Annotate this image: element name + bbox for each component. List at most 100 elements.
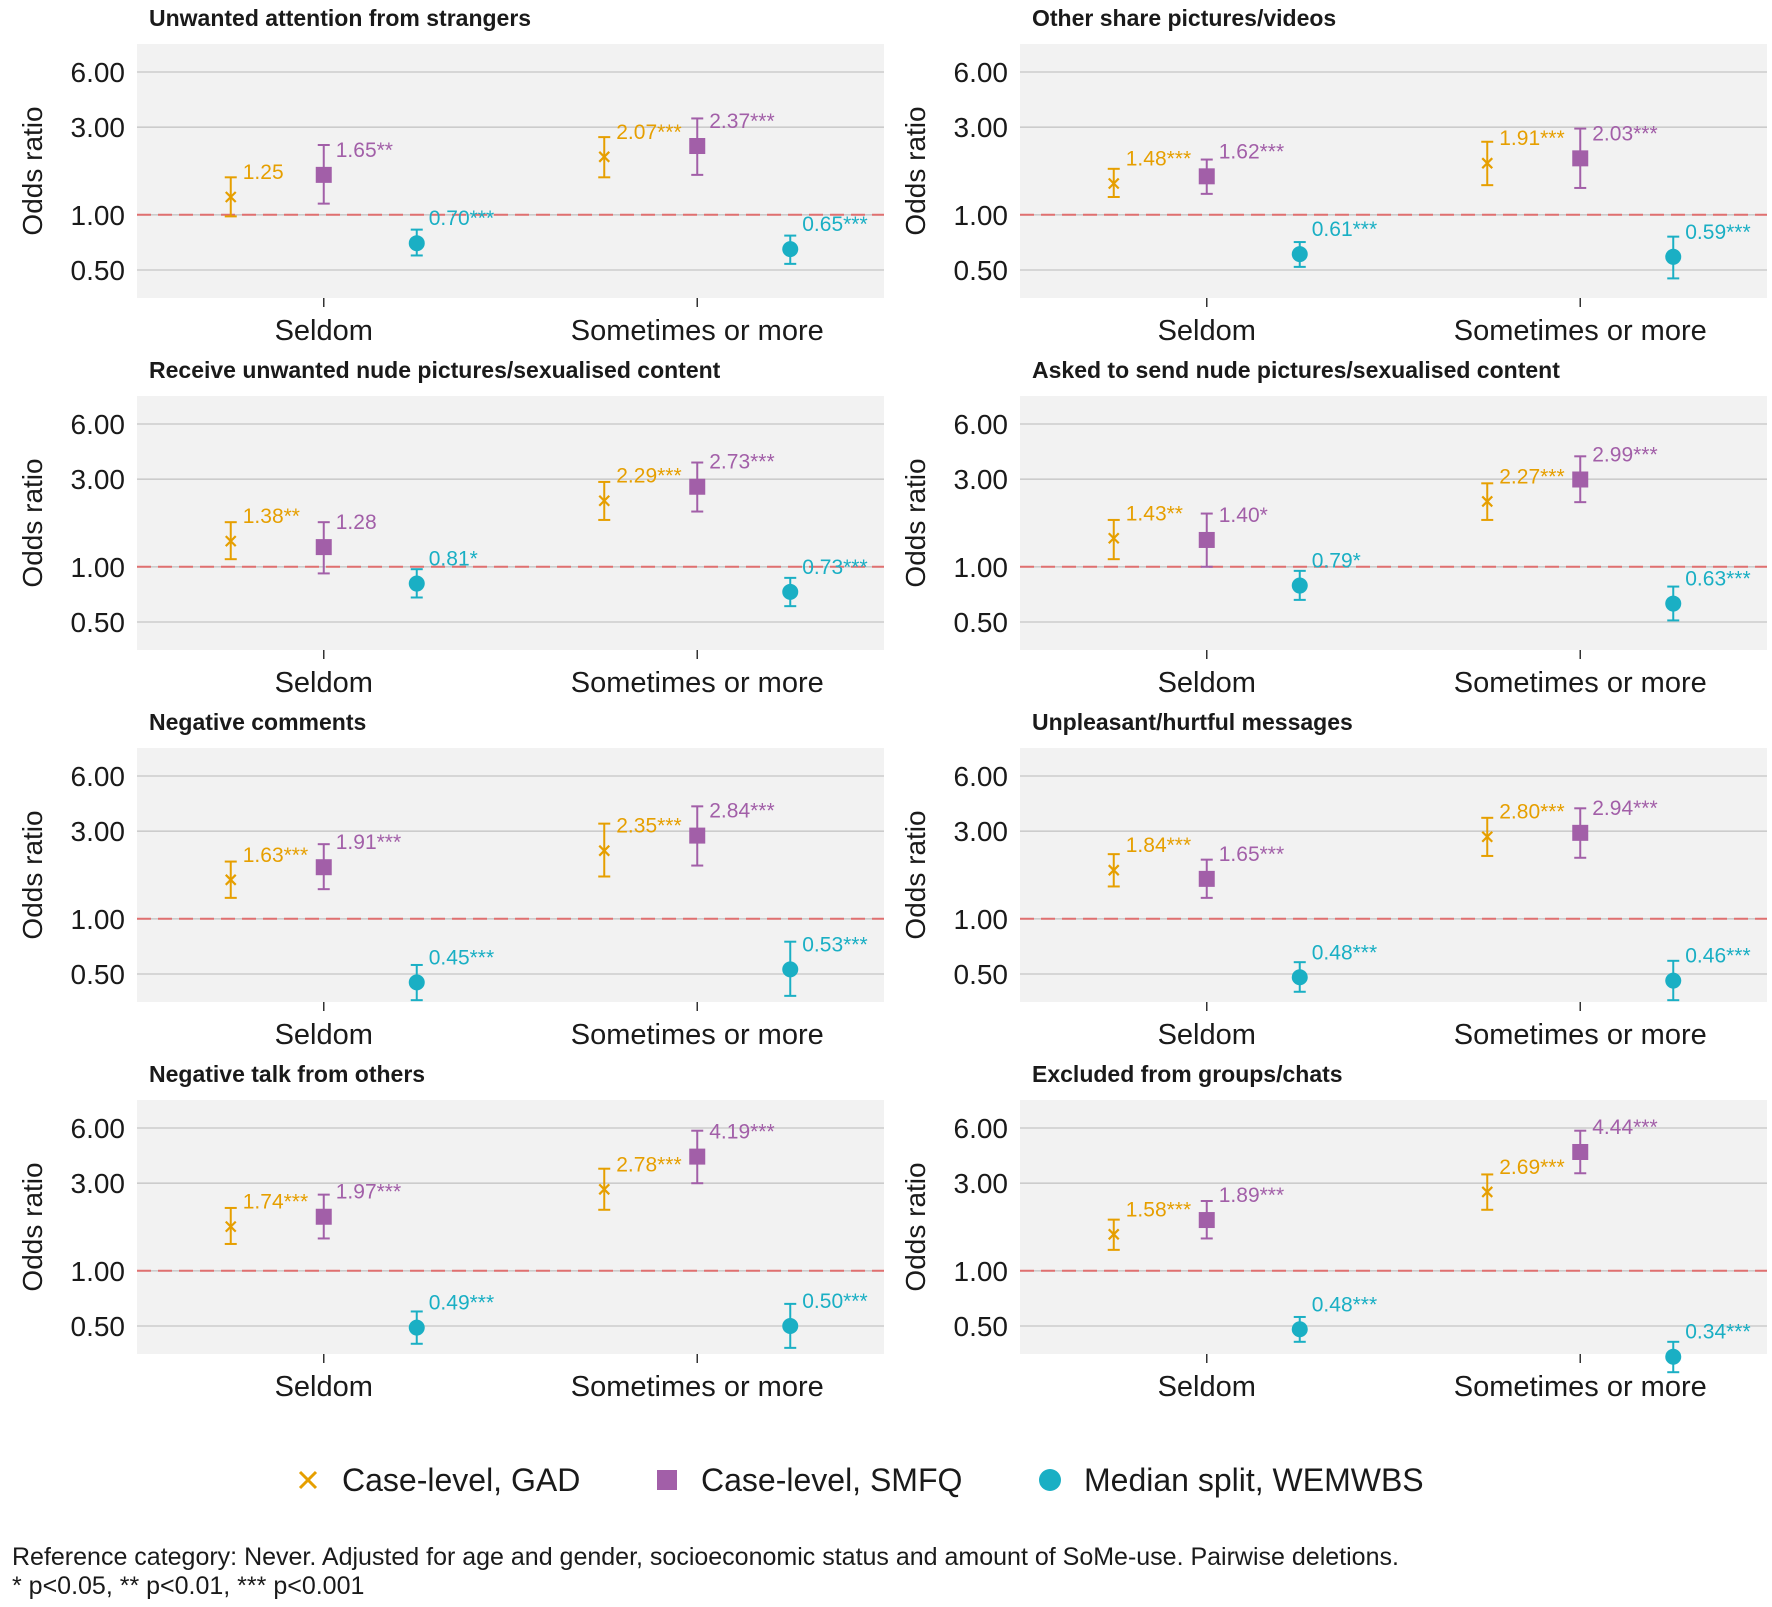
data-label-smfq: 1.40* bbox=[1219, 504, 1268, 527]
plot-background bbox=[1020, 44, 1767, 298]
point-marker-gad bbox=[1107, 864, 1120, 876]
y-axis-title: Odds ratio bbox=[900, 810, 931, 939]
point-marker-smfq bbox=[689, 827, 706, 844]
point-marker-gad bbox=[598, 844, 611, 857]
plot-background bbox=[137, 44, 884, 298]
x-category-label: Sometimes or more bbox=[1454, 1371, 1707, 1403]
x-category-label: Seldom bbox=[275, 315, 373, 347]
data-label-gad: 2.29*** bbox=[616, 465, 681, 488]
plot-background bbox=[137, 396, 884, 650]
facet-panel: Other share pictures/videos 0.50 1.00 3.00 6… bbox=[900, 5, 1767, 347]
facet-panel: Negative talk from others 0.50 1.00 3.00 6.0… bbox=[17, 1061, 884, 1403]
x-category-label: Seldom bbox=[1158, 667, 1256, 699]
y-tick-label: 1.00 bbox=[954, 904, 1009, 935]
point-marker-gad bbox=[224, 1220, 237, 1233]
point-marker-smfq bbox=[1198, 531, 1215, 548]
panel-title: Other share pictures/videos bbox=[1032, 5, 1336, 31]
point-marker-gad bbox=[598, 1183, 611, 1196]
circle-icon bbox=[1036, 1466, 1064, 1494]
data-label-wemwbs: 0.65*** bbox=[802, 213, 867, 236]
data-label-gad: 1.74*** bbox=[243, 1191, 308, 1214]
data-label-gad: 1.25 bbox=[243, 161, 284, 184]
point-marker-gad bbox=[598, 151, 611, 163]
x-category-label: Seldom bbox=[275, 1019, 373, 1051]
data-label-smfq: 1.62*** bbox=[1219, 140, 1284, 163]
point-marker-smfq bbox=[1572, 150, 1589, 167]
point-marker-gad bbox=[224, 191, 237, 203]
legend-label-gad: Case-level, GAD bbox=[342, 1461, 581, 1498]
y-tick-label: 1.00 bbox=[71, 1256, 126, 1287]
x-category-label: Seldom bbox=[1158, 1019, 1256, 1051]
data-label-gad: 2.27*** bbox=[1499, 465, 1564, 488]
y-tick-label: 6.00 bbox=[71, 761, 126, 792]
data-label-smfq: 1.65*** bbox=[1219, 843, 1284, 866]
point-marker-wemwbs bbox=[782, 583, 799, 600]
y-axis-title: Odds ratio bbox=[17, 810, 48, 939]
facet-panel: Negative comments 0.50 1.00 3.00 6.00 Odds ra… bbox=[17, 709, 884, 1051]
cross-icon bbox=[294, 1466, 322, 1494]
plot-background bbox=[137, 748, 884, 1002]
y-tick-label: 3.00 bbox=[71, 1168, 126, 1199]
facet-panel: Receive unwanted nude pictures/sexualise… bbox=[17, 357, 884, 699]
data-label-wemwbs: 0.53*** bbox=[802, 933, 867, 956]
y-tick-label: 3.00 bbox=[71, 816, 126, 847]
data-label-wemwbs: 0.63*** bbox=[1685, 568, 1750, 591]
point-marker-wemwbs bbox=[782, 241, 799, 258]
y-tick-label: 1.00 bbox=[71, 552, 126, 583]
y-axis-title: Odds ratio bbox=[17, 458, 48, 587]
point-marker-smfq bbox=[689, 138, 706, 155]
point-marker-wemwbs bbox=[1665, 248, 1682, 265]
data-label-smfq: 2.73*** bbox=[709, 451, 774, 474]
data-label-gad: 2.35*** bbox=[616, 815, 681, 838]
y-tick-label: 0.50 bbox=[954, 959, 1009, 990]
x-category-label: Seldom bbox=[275, 667, 373, 699]
data-label-smfq: 2.84*** bbox=[709, 800, 774, 823]
panel-title: Excluded from groups/chats bbox=[1032, 1061, 1343, 1087]
y-tick-label: 3.00 bbox=[954, 464, 1009, 495]
x-category-label: Sometimes or more bbox=[571, 1371, 824, 1403]
point-marker-wemwbs bbox=[1291, 1321, 1308, 1338]
point-marker-gad bbox=[224, 874, 237, 886]
y-tick-label: 6.00 bbox=[954, 761, 1009, 792]
caption-line-1: Reference category: Never. Adjusted for … bbox=[12, 1543, 1399, 1571]
y-tick-label: 3.00 bbox=[954, 112, 1009, 143]
data-label-gad: 2.69*** bbox=[1499, 1156, 1564, 1179]
data-label-gad: 1.43** bbox=[1126, 502, 1183, 525]
y-tick-label: 0.50 bbox=[954, 255, 1009, 286]
point-marker-smfq bbox=[315, 859, 332, 876]
data-label-wemwbs: 0.79* bbox=[1312, 550, 1361, 573]
y-tick-label: 6.00 bbox=[954, 1113, 1009, 1144]
y-tick-label: 6.00 bbox=[71, 57, 126, 88]
x-category-label: Sometimes or more bbox=[571, 667, 824, 699]
y-axis-title: Odds ratio bbox=[17, 1162, 48, 1291]
point-marker-gad bbox=[224, 535, 237, 547]
data-label-wemwbs: 0.59*** bbox=[1685, 221, 1750, 244]
y-tick-label: 1.00 bbox=[71, 904, 126, 935]
point-marker-smfq bbox=[315, 166, 332, 183]
point-marker-wemwbs bbox=[782, 1318, 799, 1334]
y-tick-label: 6.00 bbox=[71, 409, 126, 440]
x-category-label: Sometimes or more bbox=[1454, 1019, 1707, 1051]
point-marker-wemwbs bbox=[1291, 246, 1308, 263]
y-axis-title: Odds ratio bbox=[17, 106, 48, 235]
y-tick-label: 3.00 bbox=[71, 112, 126, 143]
x-category-label: Sometimes or more bbox=[1454, 315, 1707, 347]
y-tick-label: 0.50 bbox=[71, 255, 126, 286]
legend-item-wemwbs: Median split, WEMWBS bbox=[1036, 1452, 1424, 1508]
x-category-label: Sometimes or more bbox=[571, 1019, 824, 1051]
plot-background bbox=[1020, 396, 1767, 650]
data-label-wemwbs: 0.46*** bbox=[1685, 945, 1750, 968]
caption-line-2: * p<0.05, ** p<0.01, *** p<0.001 bbox=[12, 1572, 365, 1600]
point-marker-gad bbox=[598, 494, 611, 507]
data-label-wemwbs: 0.70*** bbox=[429, 207, 494, 230]
y-tick-label: 6.00 bbox=[71, 1113, 126, 1144]
y-tick-label: 6.00 bbox=[954, 57, 1009, 88]
legend-label-smfq: Case-level, SMFQ bbox=[701, 1461, 963, 1498]
y-tick-label: 1.00 bbox=[954, 552, 1009, 583]
point-marker-gad bbox=[1481, 495, 1494, 508]
square-icon bbox=[653, 1466, 681, 1494]
y-axis-title: Odds ratio bbox=[900, 458, 931, 587]
data-label-wemwbs: 0.34*** bbox=[1685, 1321, 1750, 1344]
data-label-wemwbs: 0.61*** bbox=[1312, 218, 1377, 241]
